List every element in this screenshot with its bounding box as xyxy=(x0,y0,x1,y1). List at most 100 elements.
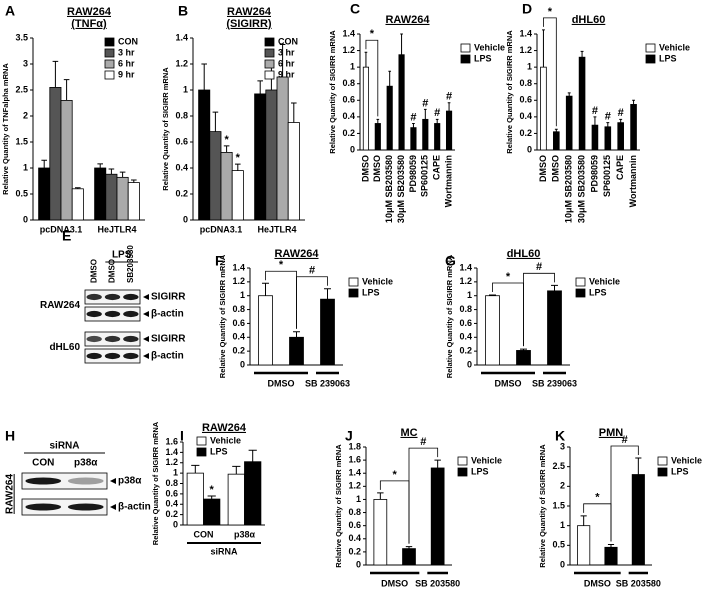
band xyxy=(104,352,121,360)
chart-subtitle: (SIGIRR) xyxy=(226,18,272,30)
error-bar xyxy=(376,118,380,124)
legend-label: Vehicle xyxy=(362,276,393,286)
bar xyxy=(630,104,637,151)
cell-label: dHL60 xyxy=(49,342,80,353)
bar xyxy=(198,89,211,221)
y-tick-label: 1 xyxy=(173,468,178,478)
legend-swatch xyxy=(104,37,115,47)
y-tick-label: 1.2 xyxy=(519,45,532,55)
bar xyxy=(577,525,591,566)
legend-label: LPS xyxy=(474,53,492,63)
error-bar xyxy=(223,145,230,153)
lane-label: DMSO xyxy=(108,259,117,283)
error-bar xyxy=(291,102,297,123)
band xyxy=(86,335,102,343)
bracket xyxy=(523,272,555,347)
y-tick-label: 2 xyxy=(23,110,28,120)
y-tick-label: 0.8 xyxy=(342,78,355,88)
y-tick-label: 0 xyxy=(527,144,532,154)
y-axis-label: Relative Quantity of SIGIRR mRNA xyxy=(334,444,343,568)
error-bar xyxy=(434,459,441,468)
legend-label: LPS xyxy=(589,287,607,297)
bracket xyxy=(610,445,639,542)
error-bar xyxy=(635,457,642,475)
chart-title: dHL60 xyxy=(572,14,606,26)
y-tick-label: 0.4 xyxy=(342,111,355,121)
chart-title: RAW264 xyxy=(202,422,247,434)
error-bar xyxy=(388,70,392,87)
blot-band-frame xyxy=(21,472,108,490)
y-tick-label: 0.2 xyxy=(459,346,472,356)
y-tick-label: 0.8 xyxy=(348,507,361,517)
y-tick-label: 0.8 xyxy=(232,304,245,314)
band xyxy=(123,293,139,301)
error-bar xyxy=(423,108,427,120)
error-bar xyxy=(405,546,413,549)
annotation: * xyxy=(548,6,553,18)
bar xyxy=(604,126,612,151)
legend-label: LPS xyxy=(471,466,489,476)
bar xyxy=(49,87,62,221)
bar xyxy=(410,127,417,151)
y-tick-label: 1 xyxy=(23,162,28,172)
y-axis-label: Relative Quantity of SIGIRR mRNA xyxy=(218,254,227,378)
y-tick-label: 1.4 xyxy=(165,447,178,457)
band xyxy=(123,335,139,343)
y-tick-label: 0 xyxy=(467,359,472,369)
x-tick-label: PD98059 xyxy=(589,155,599,193)
bar xyxy=(402,548,416,566)
error-bar xyxy=(520,348,527,351)
y-tick-label: 0 xyxy=(240,359,245,369)
error-bar xyxy=(489,294,496,296)
x-tick-label: pcDNA3.1 xyxy=(200,224,243,234)
legend-swatch xyxy=(657,456,668,466)
y-tick-label: 1.8 xyxy=(348,441,361,451)
y-tick-label: 0.2 xyxy=(342,128,355,138)
error-bar xyxy=(201,63,207,90)
y-tick-label: 0.2 xyxy=(175,188,188,198)
legend-swatch xyxy=(460,54,471,64)
legend-swatch xyxy=(645,43,656,53)
y-tick-label: 0.8 xyxy=(165,478,178,488)
bracket xyxy=(296,276,328,329)
annotation: * xyxy=(393,469,398,481)
legend-swatch xyxy=(264,37,275,47)
error-bar xyxy=(447,102,451,112)
error-bar xyxy=(52,60,59,88)
error-bar xyxy=(207,495,216,500)
y-tick-label: 2.5 xyxy=(15,84,28,94)
bar xyxy=(231,170,244,221)
bar xyxy=(553,131,560,151)
panel-letter: D xyxy=(522,1,532,17)
error-bar xyxy=(554,128,558,132)
y-tick-label: 0.4 xyxy=(348,533,361,543)
band xyxy=(104,293,121,301)
y-tick-label: 0.6 xyxy=(348,520,361,530)
y-tick-label: 1.4 xyxy=(232,262,245,272)
bar xyxy=(227,473,245,526)
error-bar xyxy=(75,187,81,189)
bar xyxy=(434,123,441,151)
band-label: β-actin xyxy=(118,502,151,513)
lane-label: DMSO xyxy=(89,259,98,283)
bar xyxy=(320,298,335,366)
error-bar xyxy=(435,118,439,124)
y-tick-label: 1.5 xyxy=(15,136,28,146)
y-tick-label: 1 xyxy=(467,290,472,300)
annotation: * xyxy=(506,271,511,283)
error-bar xyxy=(108,168,115,175)
y-tick-label: 0.8 xyxy=(459,304,472,314)
band xyxy=(123,310,139,318)
chart-title: RAW264 xyxy=(385,14,430,26)
x-tick-label: Wortmannin xyxy=(628,155,638,207)
bar xyxy=(127,182,140,221)
panel-letter: G xyxy=(445,253,456,269)
band-label: SIGIRR xyxy=(151,334,186,345)
annotation: * xyxy=(236,152,241,164)
band xyxy=(25,477,62,485)
error-bar xyxy=(593,116,597,126)
y-tick-label: 2.5 xyxy=(552,461,565,471)
y-tick-label: 0.6 xyxy=(232,318,245,328)
x-tick-label: DMSO xyxy=(372,155,382,182)
